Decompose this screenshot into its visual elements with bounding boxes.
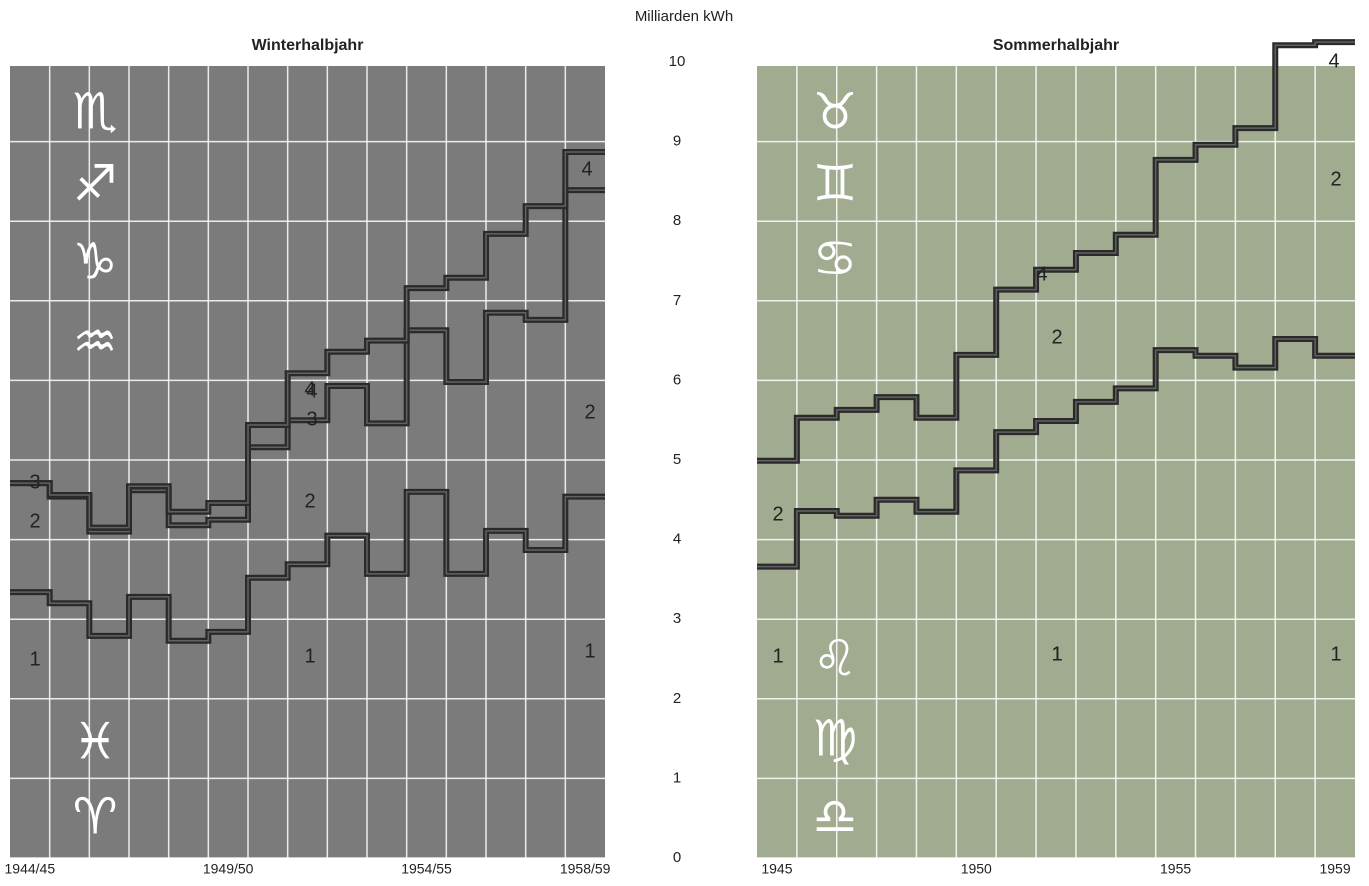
annotation: 2 <box>584 401 595 423</box>
x-tick-label: 1955 <box>1160 861 1191 877</box>
y-tick-label: 4 <box>673 531 681 548</box>
step-line-highlight <box>10 491 605 642</box>
step-line-highlight <box>757 338 1355 568</box>
step-line-highlight <box>10 189 605 533</box>
zodiac-symbol: ♎ <box>813 788 858 846</box>
annotation: 2 <box>304 490 315 512</box>
annotation: 1 <box>1051 643 1062 665</box>
annotation: 2 <box>1330 168 1341 190</box>
annotation: 2 <box>29 510 40 532</box>
series-label: 3 <box>306 408 317 430</box>
zodiac-symbol: ♉ <box>813 83 858 141</box>
zodiac-symbol: ♌ <box>813 630 858 688</box>
annotation: 4 <box>581 158 592 180</box>
x-tick-label: 1949/50 <box>203 861 254 877</box>
annotation: 2 <box>1051 326 1062 348</box>
annotation: 2 <box>772 503 783 525</box>
x-tick-label: 1954/55 <box>401 861 452 877</box>
series-label: 1 <box>1051 643 1062 665</box>
zodiac-symbol: ♊ <box>813 155 858 213</box>
zodiac-symbol: ♓ <box>73 713 118 771</box>
zodiac-symbol: ♑ <box>73 233 118 291</box>
panel-title: Sommerhalbjahr <box>993 37 1119 54</box>
plot-background <box>10 66 605 858</box>
series-label: 4 <box>306 380 317 402</box>
annotation: 1 <box>1330 643 1341 665</box>
zodiac-symbol: ♍ <box>813 710 858 768</box>
y-tick-label: 3 <box>673 610 681 627</box>
y-tick-label: 7 <box>673 292 681 309</box>
annotation: 1 <box>584 640 595 662</box>
zodiac-symbol: ♋ <box>813 230 858 288</box>
zodiac-symbol: ♒ <box>73 313 118 371</box>
y-tick-label: 2 <box>673 690 681 707</box>
x-tick-label: 1958/59 <box>560 861 611 877</box>
y-tick-label: 9 <box>673 133 681 150</box>
annotation: 3 <box>29 471 40 493</box>
x-tick-label: 1945 <box>761 861 792 877</box>
axis-title: Milliarden kWh <box>635 8 733 25</box>
panel-title: Winterhalbjahr <box>252 37 364 54</box>
annotation: 4 <box>1328 50 1339 72</box>
y-tick-label: 10 <box>669 53 686 70</box>
y-tick-label: 5 <box>673 451 681 468</box>
annotation: 1 <box>29 648 40 670</box>
zodiac-symbol: ♈ <box>73 788 118 846</box>
x-tick-label: 1944/45 <box>5 861 56 877</box>
zodiac-symbol: ♏ <box>73 83 118 141</box>
y-tick-label: 1 <box>673 769 681 786</box>
annotation: 1 <box>304 645 315 667</box>
y-tick-label: 0 <box>673 849 681 866</box>
zodiac-symbol: ♐ <box>73 155 118 213</box>
plot-background <box>757 66 1355 858</box>
y-tick-label: 6 <box>673 371 681 388</box>
x-tick-label: 1959 <box>1319 861 1350 877</box>
step-line-highlight <box>757 41 1355 462</box>
annotation: 4 <box>304 378 315 400</box>
y-tick-label: 8 <box>673 212 681 229</box>
x-tick-label: 1950 <box>961 861 992 877</box>
annotation: 1 <box>772 645 783 667</box>
series-label: 4 <box>1036 263 1047 285</box>
step-line-highlight <box>10 151 605 529</box>
